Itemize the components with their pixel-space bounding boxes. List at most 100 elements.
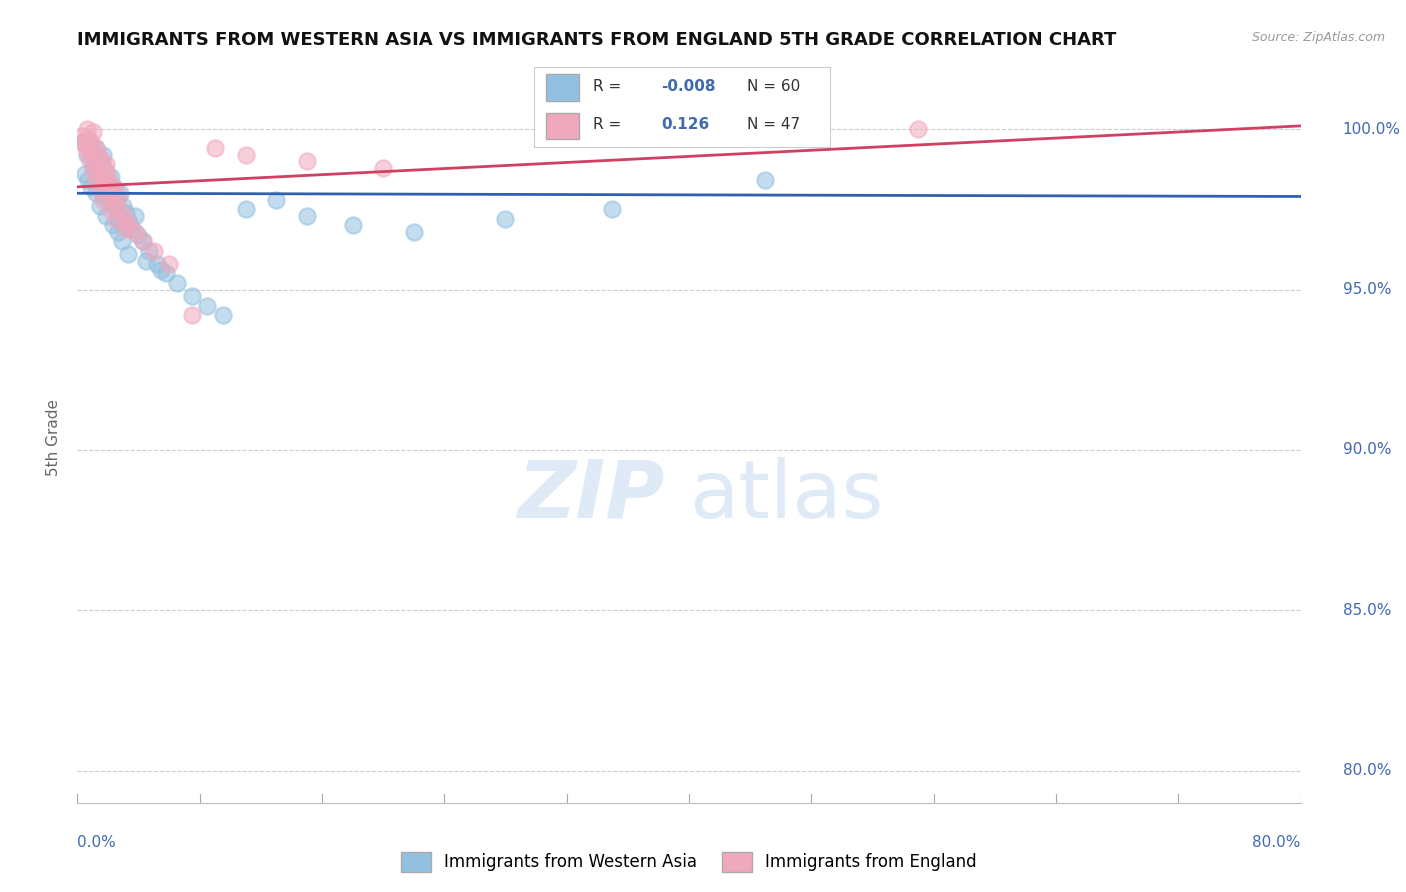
- Point: [211, 308, 233, 322]
- Point: [98, 202, 121, 217]
- Point: [142, 244, 165, 258]
- Point: [138, 244, 160, 258]
- Point: [97, 170, 120, 185]
- Text: ZIP: ZIP: [517, 457, 665, 534]
- Point: [105, 193, 128, 207]
- Text: 95.0%: 95.0%: [1343, 282, 1391, 297]
- Text: 85.0%: 85.0%: [1343, 603, 1391, 618]
- Text: 80.0%: 80.0%: [1343, 764, 1391, 778]
- Point: [124, 225, 146, 239]
- Point: [118, 215, 141, 229]
- Point: [89, 167, 111, 181]
- Point: [108, 186, 131, 201]
- Text: -0.008: -0.008: [661, 79, 716, 95]
- Point: [181, 289, 204, 303]
- Point: [235, 148, 257, 162]
- Point: [121, 221, 143, 235]
- Point: [754, 173, 776, 187]
- Point: [86, 161, 108, 175]
- Point: [264, 193, 287, 207]
- Point: [82, 163, 104, 178]
- Point: [107, 189, 129, 203]
- Point: [82, 161, 104, 175]
- Point: [150, 263, 173, 277]
- Point: [90, 157, 112, 171]
- Point: [204, 141, 226, 155]
- Text: 80.0%: 80.0%: [1253, 836, 1301, 850]
- Point: [371, 161, 394, 175]
- Point: [155, 267, 177, 281]
- Point: [146, 257, 169, 271]
- Point: [80, 135, 103, 149]
- Point: [166, 276, 188, 290]
- Point: [86, 186, 108, 201]
- Point: [76, 145, 98, 159]
- Point: [90, 154, 112, 169]
- Point: [98, 186, 121, 201]
- Point: [86, 173, 108, 187]
- Point: [115, 205, 138, 219]
- Point: [107, 225, 129, 239]
- Point: [115, 221, 138, 235]
- Point: [94, 177, 117, 191]
- Point: [80, 179, 103, 194]
- Point: [104, 199, 127, 213]
- Point: [87, 148, 110, 162]
- Point: [70, 128, 93, 143]
- Point: [402, 225, 425, 239]
- Point: [91, 189, 114, 203]
- Point: [98, 189, 121, 203]
- Point: [127, 227, 149, 242]
- Text: IMMIGRANTS FROM WESTERN ASIA VS IMMIGRANTS FROM ENGLAND 5TH GRADE CORRELATION CH: IMMIGRANTS FROM WESTERN ASIA VS IMMIGRAN…: [77, 31, 1116, 49]
- Point: [295, 209, 318, 223]
- Point: [602, 202, 624, 217]
- Point: [82, 125, 104, 139]
- FancyBboxPatch shape: [546, 74, 579, 101]
- Point: [94, 157, 117, 171]
- Point: [103, 219, 125, 233]
- Point: [72, 135, 94, 149]
- Point: [112, 199, 135, 213]
- Point: [96, 163, 118, 178]
- Point: [76, 122, 98, 136]
- Point: [76, 148, 98, 162]
- Point: [132, 235, 155, 249]
- Text: N = 60: N = 60: [747, 79, 800, 95]
- Point: [77, 173, 100, 187]
- Text: Source: ZipAtlas.com: Source: ZipAtlas.com: [1251, 31, 1385, 45]
- Point: [342, 219, 364, 233]
- Point: [195, 299, 218, 313]
- Point: [91, 148, 114, 162]
- Point: [181, 308, 204, 322]
- Point: [495, 211, 517, 226]
- Point: [82, 145, 104, 159]
- Point: [73, 167, 96, 181]
- Point: [101, 193, 124, 207]
- Text: 90.0%: 90.0%: [1343, 442, 1391, 458]
- Point: [89, 183, 111, 197]
- Point: [79, 145, 101, 159]
- Point: [111, 205, 134, 219]
- Point: [77, 132, 100, 146]
- Point: [235, 202, 257, 217]
- Text: 0.126: 0.126: [661, 117, 710, 132]
- Point: [111, 235, 134, 249]
- Text: R =: R =: [593, 117, 621, 132]
- Point: [107, 211, 129, 226]
- Point: [124, 209, 146, 223]
- Point: [83, 154, 105, 169]
- Text: 0.0%: 0.0%: [77, 836, 117, 850]
- Point: [97, 183, 120, 197]
- Text: 100.0%: 100.0%: [1343, 121, 1400, 136]
- Y-axis label: 5th Grade: 5th Grade: [46, 399, 62, 475]
- Point: [87, 151, 110, 165]
- Point: [79, 154, 101, 169]
- Point: [105, 211, 128, 226]
- Point: [73, 138, 96, 153]
- Point: [103, 179, 125, 194]
- Text: R =: R =: [593, 79, 621, 95]
- Point: [907, 122, 929, 136]
- Text: atlas: atlas: [689, 457, 883, 534]
- Point: [114, 211, 136, 226]
- Point: [100, 170, 122, 185]
